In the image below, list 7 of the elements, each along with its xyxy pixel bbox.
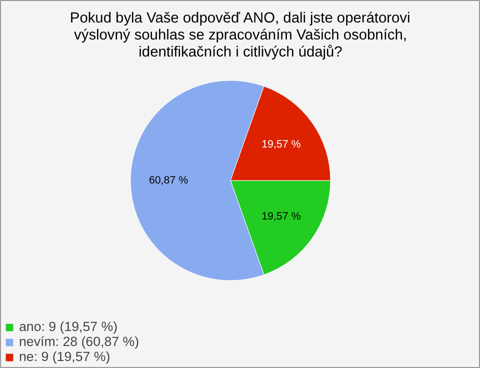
legend-label: ano: 9 (19,57 %)	[19, 319, 118, 334]
data-label: 19,57 %	[262, 210, 302, 222]
chart-title: Pokud byla Vaše odpověď ANO, dali jste operátorovi výslovný souhlas se zpracováním Vašich osobních, identifikačních i citlivých údajů?	[70, 10, 410, 60]
data-label: 60,87 %	[148, 174, 189, 186]
legend-label: nevím: 28 (60,87 %)	[19, 334, 140, 349]
legend-label: ne: 9 (19,57 %)	[19, 349, 110, 364]
data-label: 19,57 %	[262, 138, 302, 151]
